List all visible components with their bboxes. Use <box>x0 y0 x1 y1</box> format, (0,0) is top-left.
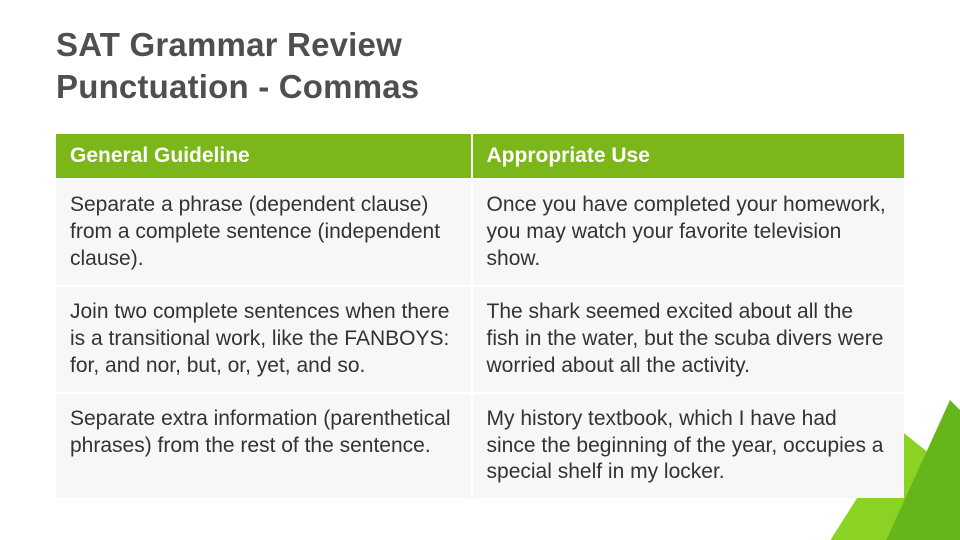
slide-title-line1: SAT Grammar Review <box>56 26 402 63</box>
cell-use: Once you have completed your homework, y… <box>472 179 904 286</box>
slide-title: SAT Grammar Review Punctuation - Commas <box>56 24 904 108</box>
table-row: Join two complete sentences when there i… <box>56 286 904 393</box>
cell-use: My history textbook, which I have had si… <box>472 393 904 499</box>
cell-guideline: Join two complete sentences when there i… <box>56 286 472 393</box>
cell-use: The shark seemed excited about all the f… <box>472 286 904 393</box>
grammar-table: General Guideline Appropriate Use Separa… <box>56 134 904 498</box>
table-header-use: Appropriate Use <box>472 134 904 179</box>
table-header-guideline: General Guideline <box>56 134 472 179</box>
table-row: Separate a phrase (dependent clause) fro… <box>56 179 904 286</box>
cell-guideline: Separate extra information (parenthetica… <box>56 393 472 499</box>
slide: SAT Grammar Review Punctuation - Commas … <box>0 0 960 498</box>
table-row: Separate extra information (parenthetica… <box>56 393 904 499</box>
slide-title-line2: Punctuation - Commas <box>56 68 419 105</box>
table-header-row: General Guideline Appropriate Use <box>56 134 904 179</box>
cell-guideline: Separate a phrase (dependent clause) fro… <box>56 179 472 286</box>
